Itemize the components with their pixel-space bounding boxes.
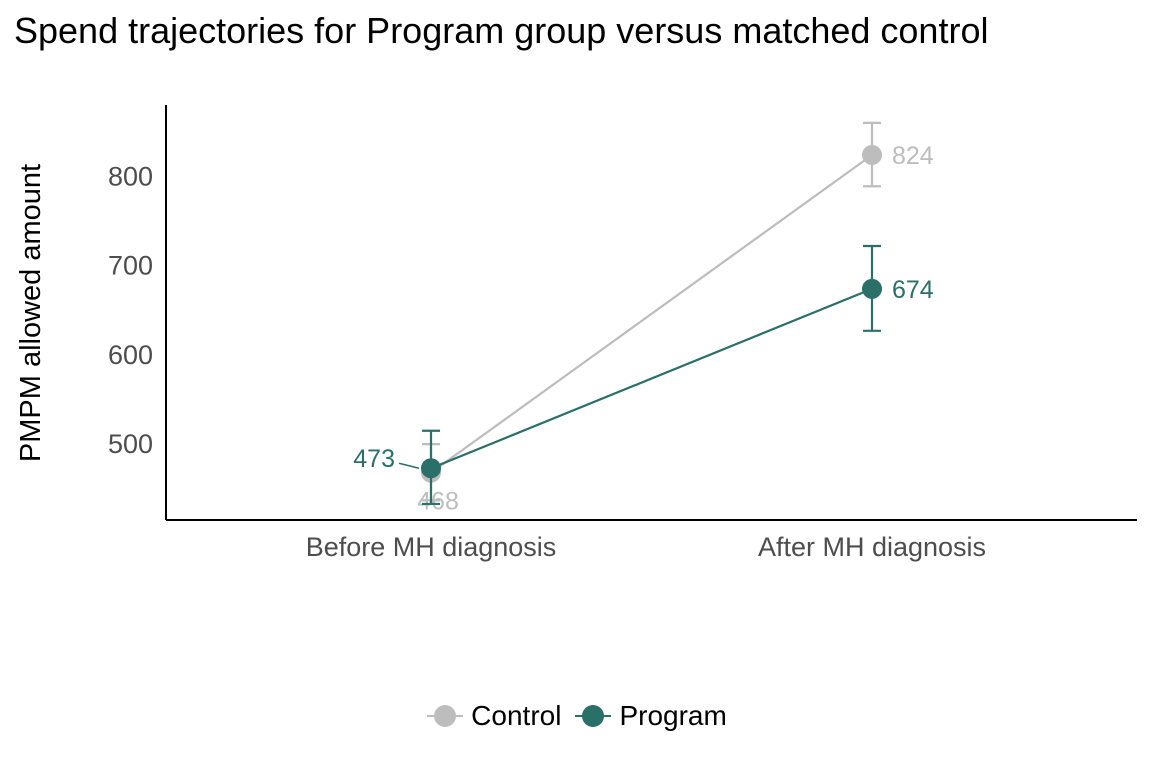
chart-marks: 468 824 473 674 [353,121,934,516]
legend-item-control: Control [425,700,561,732]
chart-title: Spend trajectories for Program group ver… [14,10,989,51]
label-leader [398,462,420,469]
data-point [421,458,441,479]
y-tick-label: 700 [108,251,153,281]
series-line [430,287,873,470]
data-label: 473 [353,445,395,473]
y-axis-title: PMPM allowed amount [15,164,47,462]
x-tick-label: After MH diagnosis [758,532,986,562]
data-label: 824 [892,142,934,170]
legend-key [573,701,613,731]
data-label: 468 [417,488,459,516]
legend: Control Program [0,700,1152,732]
axes: 500 600 700 800 Before MH diagnosis After MH … [108,105,1137,562]
y-tick-label: 600 [108,340,153,370]
legend-item-program: Program [573,700,727,732]
series-control: 468 824 [417,121,934,516]
data-label: 674 [892,276,934,304]
y-tick-label: 500 [108,429,153,459]
legend-label: Program [619,700,727,731]
x-tick-label: Before MH diagnosis [306,532,557,562]
legend-key [425,701,465,731]
data-point [862,278,882,299]
series-program: 473 674 [353,244,934,506]
data-point [862,144,882,165]
y-tick-label: 800 [108,161,153,191]
legend-label: Control [471,700,562,731]
series-line [430,154,873,474]
